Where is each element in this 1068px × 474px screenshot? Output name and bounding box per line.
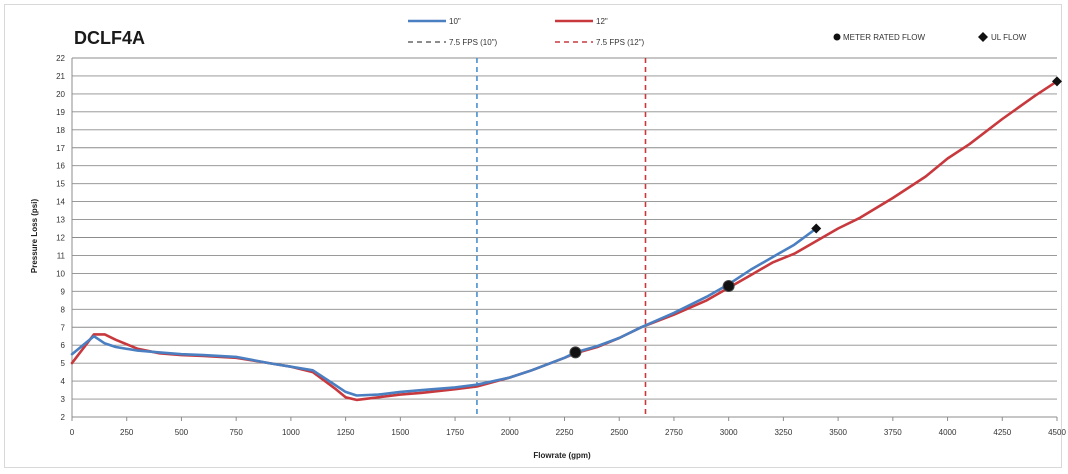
x-tick-label: 2000 bbox=[501, 428, 519, 437]
y-tick-label: 9 bbox=[61, 287, 66, 296]
y-tick-label: 12 bbox=[56, 234, 65, 243]
y-tick-label: 7 bbox=[61, 323, 66, 332]
chart-frame bbox=[4, 4, 1062, 468]
legend-item-meter-rated-flow: METER RATED FLOW bbox=[833, 33, 926, 42]
legend-label-ul-flow: UL FLOW bbox=[991, 33, 1027, 42]
x-axis-title: Flowrate (gpm) bbox=[533, 451, 591, 460]
legend-label-meter-rated-flow: METER RATED FLOW bbox=[843, 33, 926, 42]
legend-label-12in: 12" bbox=[596, 17, 608, 26]
legend-label-fps-10in: 7.5 FPS (10") bbox=[449, 38, 498, 47]
legend-marker-meter-rated-flow bbox=[833, 33, 841, 41]
y-tick-label: 5 bbox=[61, 359, 66, 368]
y-tick-label: 22 bbox=[56, 54, 65, 63]
y-axis-title: Pressure Loss (psi) bbox=[30, 199, 39, 274]
x-tick-label: 3000 bbox=[720, 428, 738, 437]
y-tick-label: 20 bbox=[56, 90, 65, 99]
x-tick-label: 1500 bbox=[391, 428, 409, 437]
y-tick-label: 21 bbox=[56, 72, 65, 81]
legend-label-fps-12in: 7.5 FPS (12") bbox=[596, 38, 645, 47]
y-tick-label: 15 bbox=[56, 180, 65, 189]
x-tick-label: 4250 bbox=[993, 428, 1011, 437]
x-tick-label: 3750 bbox=[884, 428, 902, 437]
y-tick-labels: 2 3 4 5 6 7 8 9 10 11 12 13 14 15 16 17 18 19 20 21 22 bbox=[56, 54, 65, 422]
chart-title: DCLF4A bbox=[74, 28, 145, 48]
x-tick-label: 3500 bbox=[829, 428, 847, 437]
legend-item-fps-12in: 7.5 FPS (12") bbox=[555, 38, 645, 47]
meter-rated-flow-marker bbox=[722, 279, 735, 292]
legend: 10" 12" 7.5 FPS (10") 7.5 FPS (12") METE… bbox=[408, 17, 1027, 47]
y-tick-label: 13 bbox=[56, 216, 65, 225]
legend-item-fps-10in: 7.5 FPS (10") bbox=[408, 38, 498, 47]
ul-flow-marker bbox=[1052, 76, 1062, 87]
y-tick-label: 11 bbox=[57, 251, 66, 260]
legend-marker-ul-flow bbox=[978, 32, 988, 42]
series-lines bbox=[70, 80, 1059, 402]
x-tick-label: 1750 bbox=[446, 428, 464, 437]
legend-item-ul-flow: UL FLOW bbox=[978, 32, 1027, 42]
x-tick-label: 1000 bbox=[282, 428, 300, 437]
legend-item-10in: 10" bbox=[408, 17, 461, 26]
legend-label-10in: 10" bbox=[449, 17, 461, 26]
series-line-0 bbox=[70, 227, 818, 397]
x-tick-label: 2500 bbox=[610, 428, 628, 437]
x-tick-label: 4000 bbox=[939, 428, 957, 437]
reference-lines bbox=[476, 58, 647, 417]
y-tick-label: 2 bbox=[61, 413, 66, 422]
y-tick-label: 16 bbox=[56, 162, 65, 171]
y-tick-label: 3 bbox=[61, 395, 66, 404]
gridlines bbox=[71, 57, 1058, 421]
x-tick-label: 1250 bbox=[337, 428, 355, 437]
y-tick-label: 19 bbox=[56, 108, 65, 117]
y-tick-label: 10 bbox=[56, 269, 65, 278]
x-tick-label: 2750 bbox=[665, 428, 683, 437]
x-tick-label: 0 bbox=[70, 428, 75, 437]
x-tick-label: 500 bbox=[175, 428, 189, 437]
y-tick-label: 14 bbox=[56, 198, 65, 207]
y-tick-label: 6 bbox=[61, 341, 66, 350]
y-tick-label: 8 bbox=[61, 305, 66, 314]
x-tick-label: 750 bbox=[229, 428, 243, 437]
meter-rated-flow-marker bbox=[569, 346, 582, 359]
x-tick-label: 4500 bbox=[1048, 428, 1066, 437]
x-tick-label: 250 bbox=[120, 428, 134, 437]
y-tick-label: 17 bbox=[56, 144, 65, 153]
x-tick-label: 3250 bbox=[774, 428, 792, 437]
y-tick-label: 4 bbox=[61, 377, 66, 386]
x-tick-labels: 0 250 500 750 1000 1250 1500 1750 2000 2250 2500 27… bbox=[70, 428, 1067, 437]
data-markers bbox=[569, 76, 1062, 359]
ul-flow-marker bbox=[811, 223, 822, 234]
legend-item-12in: 12" bbox=[555, 17, 608, 26]
y-tick-label: 18 bbox=[56, 126, 65, 135]
x-tick-label: 2250 bbox=[556, 428, 574, 437]
series-line-1 bbox=[70, 80, 1059, 402]
